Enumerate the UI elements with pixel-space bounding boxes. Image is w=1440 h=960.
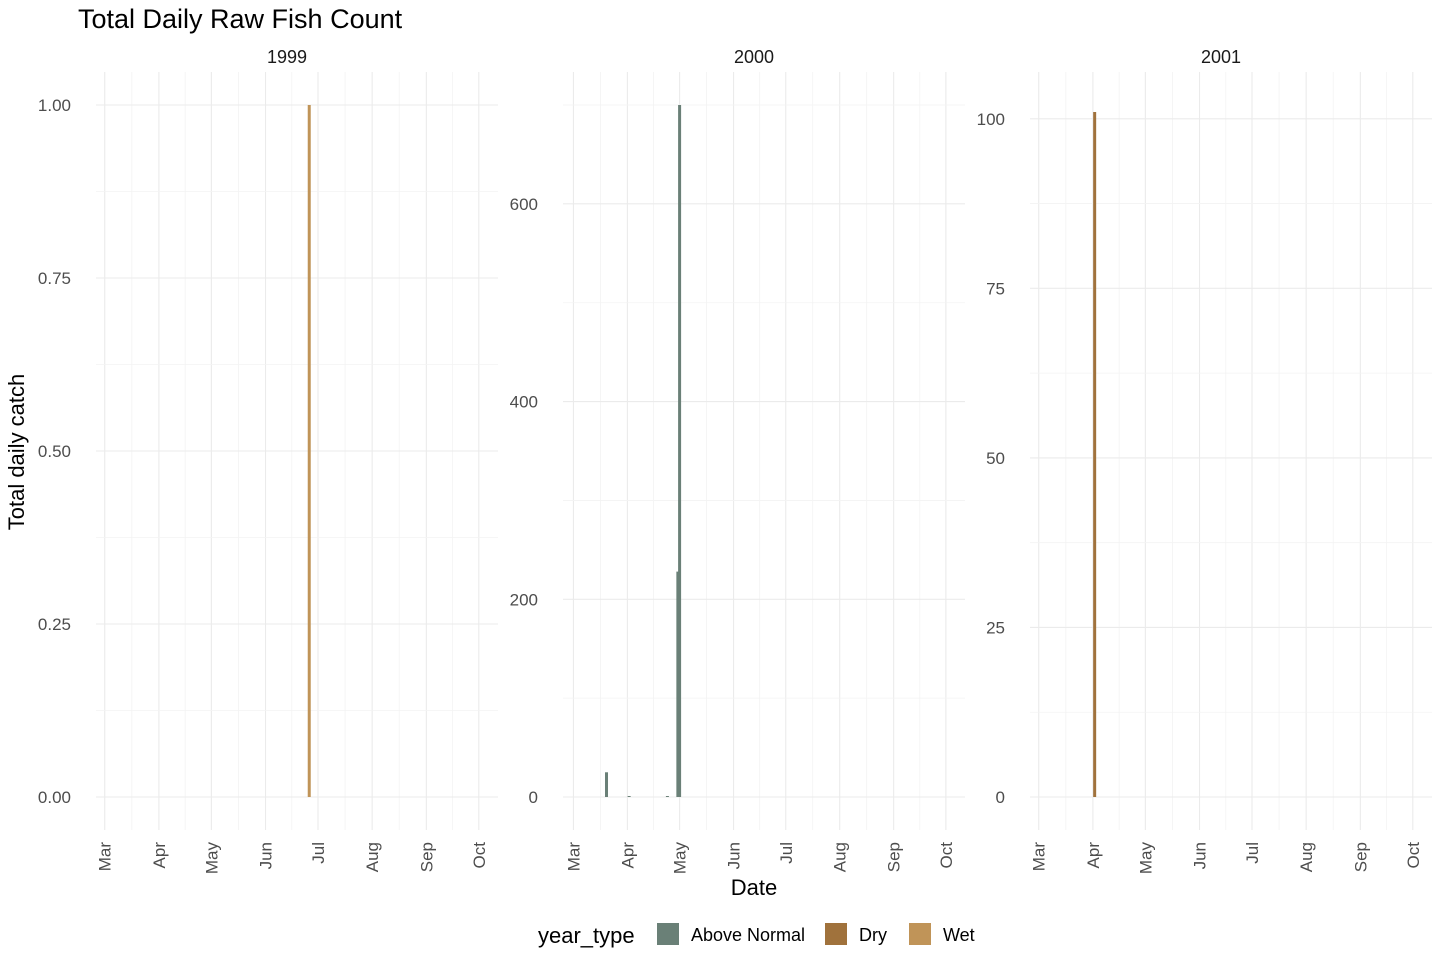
y-tick-label: 0.00	[38, 788, 71, 807]
x-tick-label: Mar	[1030, 842, 1049, 872]
x-tick-label: Oct	[937, 842, 956, 869]
x-tick-label: Apr	[1084, 842, 1103, 869]
legend-swatch	[909, 923, 931, 945]
legend-label: Above Normal	[691, 925, 805, 945]
legend-title: year_type	[538, 923, 635, 948]
y-tick-label: 0.25	[38, 615, 71, 634]
x-tick-label: May	[671, 842, 690, 875]
bar	[676, 571, 680, 797]
x-tick-label: Sep	[885, 842, 904, 872]
bar	[678, 105, 682, 797]
x-tick-label: Sep	[417, 842, 436, 872]
legend-label: Wet	[943, 925, 975, 945]
y-tick-label: 200	[510, 590, 538, 609]
y-tick-label: 1.00	[38, 96, 71, 115]
y-tick-label: 100	[977, 110, 1005, 129]
x-tick-label: Mar	[96, 842, 115, 872]
y-tick-label: 0.75	[38, 269, 71, 288]
x-tick-label: Oct	[470, 842, 489, 869]
x-tick-label: Jul	[1243, 842, 1262, 864]
x-axis-title: Date	[731, 875, 777, 900]
chart-title: Total Daily Raw Fish Count	[78, 4, 403, 34]
x-tick-label: Jun	[257, 842, 276, 869]
x-tick-label: Jul	[309, 842, 328, 864]
x-tick-label: Jun	[1191, 842, 1210, 869]
facet-strip-label: 2001	[1201, 47, 1241, 67]
legend-item: Above Normal	[657, 923, 805, 945]
facet-strip-label: 1999	[267, 47, 307, 67]
legend-label: Dry	[859, 925, 887, 945]
y-tick-label: 25	[986, 618, 1005, 637]
facet-strip-label: 2000	[734, 47, 774, 67]
legend-swatch	[825, 923, 847, 945]
y-tick-label: 400	[510, 393, 538, 412]
legend-swatch	[657, 923, 679, 945]
bar	[627, 796, 631, 797]
x-tick-label: May	[202, 842, 221, 875]
x-tick-label: Jul	[777, 842, 796, 864]
y-tick-label: 0	[529, 788, 538, 807]
x-tick-label: Sep	[1351, 842, 1370, 872]
y-tick-label: 50	[986, 449, 1005, 468]
y-tick-label: 75	[986, 279, 1005, 298]
y-tick-label: 0.50	[38, 442, 71, 461]
x-tick-label: Mar	[564, 842, 583, 872]
x-tick-label: Apr	[150, 842, 169, 869]
bar	[605, 772, 609, 797]
y-axis-title: Total daily catch	[4, 374, 29, 531]
panel-1999: 0.00 0.25 0.50 0.75 1.00 1999 Mar Apr May Jun Jul A…	[38, 47, 498, 874]
bar	[307, 105, 311, 797]
panel-2001: 0 25 50 75 100 2001 Mar Apr May Jun Jul Aug Sep Oct	[977, 47, 1432, 874]
y-tick-label: 600	[510, 195, 538, 214]
x-tick-label: Jun	[725, 842, 744, 869]
x-tick-label: Aug	[831, 842, 850, 872]
panel-2000: 0 200 400 600 2000 Mar Apr May Jun Jul Aug Sep Oct	[510, 47, 965, 874]
facet-panels: 0.00 0.25 0.50 0.75 1.00 1999 Mar Apr May Jun Jul A…	[38, 47, 1432, 874]
bar	[1093, 112, 1097, 797]
x-tick-label: May	[1136, 842, 1155, 875]
y-tick-label: 0	[996, 788, 1005, 807]
x-tick-label: Aug	[1297, 842, 1316, 872]
x-tick-label: Oct	[1404, 842, 1423, 869]
bar	[665, 796, 669, 797]
x-tick-label: Aug	[363, 842, 382, 872]
legend-item: Wet	[909, 923, 975, 945]
legend-item: Dry	[825, 923, 887, 945]
legend: year_type Above Normal Dry Wet	[538, 923, 975, 948]
x-tick-label: Apr	[618, 842, 637, 869]
